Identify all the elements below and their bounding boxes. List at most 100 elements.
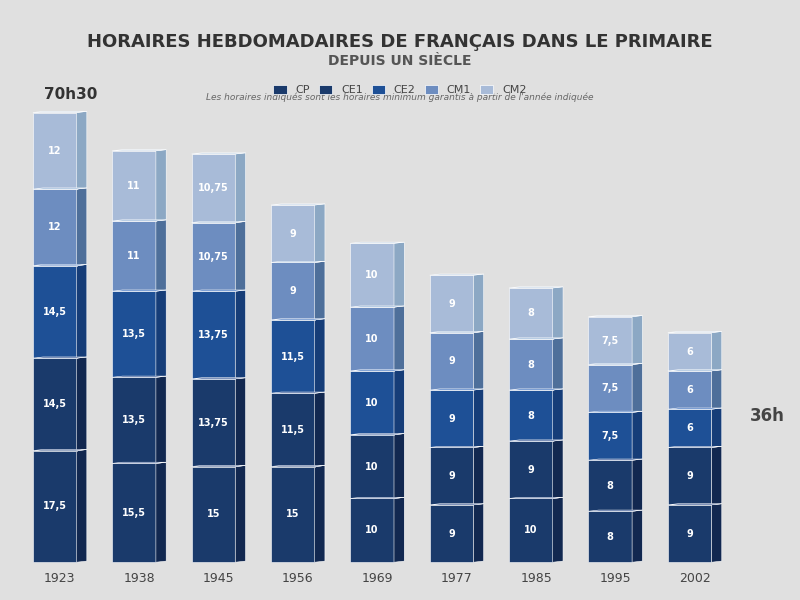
Text: 13,75: 13,75 [198,330,229,340]
Text: 10,75: 10,75 [198,183,229,193]
Text: 70h30: 70h30 [44,87,98,102]
Polygon shape [589,459,642,460]
Polygon shape [509,339,553,390]
Text: 9: 9 [448,299,455,309]
Polygon shape [632,316,642,365]
Polygon shape [156,462,166,562]
Polygon shape [112,463,156,562]
Polygon shape [430,331,484,332]
Text: 17,5: 17,5 [42,502,66,511]
Polygon shape [430,332,474,390]
Polygon shape [350,499,394,562]
Text: 14,5: 14,5 [42,307,66,317]
Polygon shape [394,434,404,499]
Polygon shape [112,151,156,221]
Polygon shape [112,290,166,291]
Polygon shape [191,379,235,467]
Polygon shape [474,331,484,390]
Polygon shape [509,390,553,441]
Text: 10: 10 [524,526,538,535]
Polygon shape [350,306,404,307]
Legend: CP, CE1, CE2, CM1, CM2: CP, CE1, CE2, CM1, CM2 [269,80,531,100]
Text: 12: 12 [48,223,62,232]
Text: 6: 6 [686,385,693,395]
Polygon shape [711,446,722,505]
Polygon shape [112,377,156,463]
Polygon shape [191,153,246,154]
Text: 1985: 1985 [520,572,552,585]
Text: 10,75: 10,75 [198,252,229,262]
Polygon shape [589,316,642,317]
Polygon shape [589,412,632,460]
Polygon shape [430,275,474,332]
Polygon shape [33,451,77,562]
Text: 13,75: 13,75 [198,418,229,428]
Polygon shape [271,320,314,393]
Polygon shape [632,364,642,412]
Text: 36h: 36h [750,407,785,425]
Polygon shape [509,440,563,441]
Polygon shape [632,411,642,460]
Polygon shape [589,317,632,365]
Polygon shape [112,221,156,291]
Text: 11,5: 11,5 [281,352,305,362]
Polygon shape [668,370,722,371]
Polygon shape [235,221,246,291]
Text: 6: 6 [686,423,693,433]
Text: 8: 8 [607,532,614,542]
Text: 9: 9 [686,471,693,481]
Text: 9: 9 [290,286,296,296]
Polygon shape [350,307,394,371]
Polygon shape [33,266,77,358]
Polygon shape [350,497,404,499]
Text: HORAIRES HEBDOMADAIRES DE FRANÇAIS DANS LE PRIMAIRE: HORAIRES HEBDOMADAIRES DE FRANÇAIS DANS … [87,33,713,51]
Text: Les horaires indiqués sont les horaires minimum garantis à partir de l'année ind: Les horaires indiqués sont les horaires … [206,93,594,103]
Polygon shape [271,261,325,262]
Polygon shape [271,392,325,393]
Text: 8: 8 [527,410,534,421]
Text: 15: 15 [206,509,220,520]
Polygon shape [112,376,166,377]
Polygon shape [33,112,87,113]
Text: 11: 11 [127,251,141,261]
Text: 9: 9 [448,356,455,367]
Polygon shape [271,204,325,205]
Polygon shape [33,265,87,266]
Polygon shape [350,370,404,371]
Polygon shape [77,112,87,189]
Polygon shape [589,460,632,511]
Polygon shape [271,205,314,262]
Text: 7,5: 7,5 [602,383,619,394]
Polygon shape [553,338,563,390]
Text: 10: 10 [366,526,379,535]
Text: 10: 10 [366,270,379,280]
Polygon shape [314,319,325,393]
Polygon shape [430,389,484,390]
Polygon shape [474,274,484,332]
Polygon shape [156,220,166,291]
Polygon shape [430,505,474,562]
Text: 1938: 1938 [123,572,155,585]
Polygon shape [156,376,166,463]
Polygon shape [191,223,235,291]
Polygon shape [430,446,484,448]
Polygon shape [430,503,484,505]
Polygon shape [271,393,314,467]
Polygon shape [235,378,246,467]
Polygon shape [430,390,474,448]
Polygon shape [394,497,404,562]
Polygon shape [33,449,87,451]
Polygon shape [553,440,563,499]
Text: 13,5: 13,5 [122,329,146,339]
Polygon shape [156,290,166,377]
Polygon shape [509,497,563,499]
Polygon shape [77,449,87,562]
Polygon shape [191,154,235,223]
Polygon shape [553,389,563,441]
Polygon shape [350,242,404,243]
Polygon shape [589,510,642,511]
Text: 1977: 1977 [441,572,473,585]
Polygon shape [112,149,166,151]
Polygon shape [668,446,722,448]
Polygon shape [474,389,484,448]
